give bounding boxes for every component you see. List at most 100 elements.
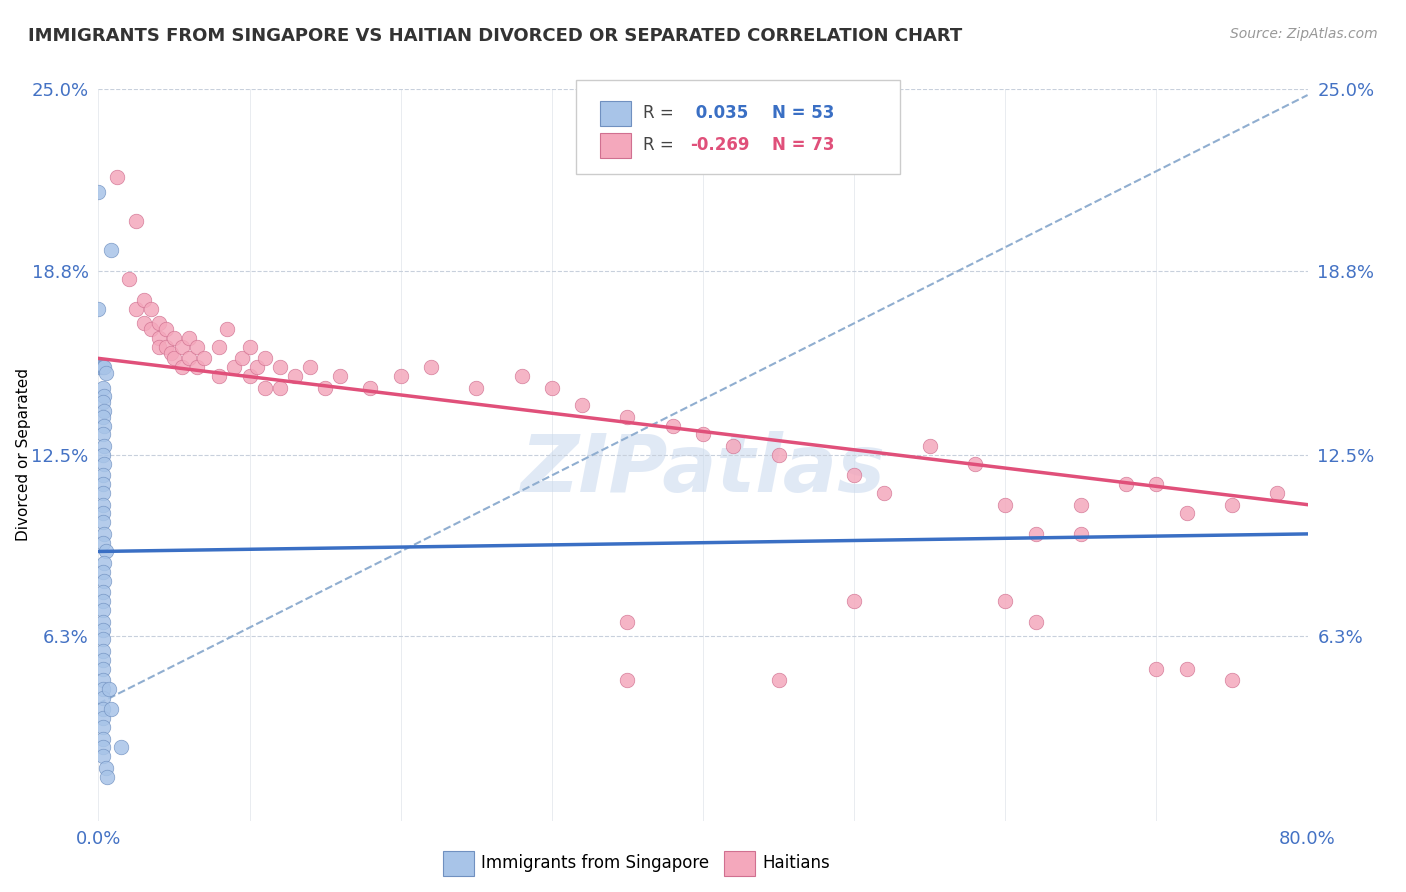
Point xyxy=(91,409,114,424)
Point xyxy=(873,486,896,500)
Y-axis label: Divorced or Separated: Divorced or Separated xyxy=(15,368,31,541)
Text: Source: ZipAtlas.com: Source: ZipAtlas.com xyxy=(1230,27,1378,41)
Point xyxy=(844,594,866,608)
Point xyxy=(91,427,114,442)
Point xyxy=(723,439,745,453)
Point xyxy=(93,418,115,433)
Point xyxy=(768,448,790,462)
Point xyxy=(208,368,231,383)
Point xyxy=(141,301,163,316)
Point xyxy=(91,711,114,725)
Point xyxy=(100,702,122,716)
Text: R =: R = xyxy=(643,136,679,154)
Point xyxy=(1220,673,1243,688)
Point xyxy=(918,439,941,453)
Point xyxy=(91,644,114,658)
Point xyxy=(360,381,382,395)
Point xyxy=(91,615,114,629)
Point xyxy=(389,368,412,383)
Point xyxy=(91,661,114,675)
Point xyxy=(510,368,533,383)
Point xyxy=(91,585,114,599)
Text: N = 53: N = 53 xyxy=(772,104,834,122)
Point xyxy=(91,740,114,755)
Point xyxy=(1144,477,1167,491)
Point xyxy=(93,574,115,588)
Point xyxy=(91,535,114,549)
Point xyxy=(94,366,117,380)
Point xyxy=(148,331,170,345)
Point xyxy=(91,603,114,617)
Point xyxy=(91,594,114,608)
Point xyxy=(231,351,253,366)
Point xyxy=(1024,527,1046,541)
Point xyxy=(93,404,115,418)
Point xyxy=(94,544,117,558)
Point xyxy=(160,345,183,359)
Point xyxy=(299,360,322,375)
Point xyxy=(93,360,115,375)
Point xyxy=(91,360,114,375)
Point xyxy=(314,381,336,395)
Point xyxy=(91,632,114,647)
Point xyxy=(965,457,987,471)
Point xyxy=(91,681,114,696)
Point xyxy=(246,360,269,375)
Point xyxy=(91,498,114,512)
Point xyxy=(90,360,112,375)
Text: 0.035: 0.035 xyxy=(690,104,748,122)
Point xyxy=(91,381,114,395)
Point xyxy=(465,381,488,395)
Point xyxy=(91,702,114,716)
Point xyxy=(132,293,155,307)
Point xyxy=(616,615,638,629)
Text: ZIPatlas: ZIPatlas xyxy=(520,431,886,508)
Point xyxy=(170,340,193,354)
Point xyxy=(93,389,115,403)
Text: IMMIGRANTS FROM SINGAPORE VS HAITIAN DIVORCED OR SEPARATED CORRELATION CHART: IMMIGRANTS FROM SINGAPORE VS HAITIAN DIV… xyxy=(28,27,962,45)
Point xyxy=(1070,527,1092,541)
Point xyxy=(661,418,683,433)
Point xyxy=(571,398,593,412)
Point xyxy=(100,243,122,257)
Point xyxy=(148,316,170,330)
Point xyxy=(87,360,110,375)
Point xyxy=(91,673,114,688)
Point xyxy=(91,653,114,667)
Point xyxy=(844,468,866,483)
Point xyxy=(1070,498,1092,512)
Point xyxy=(93,457,115,471)
Point xyxy=(141,322,163,336)
Point xyxy=(253,351,276,366)
Point xyxy=(94,761,117,775)
Point xyxy=(179,331,201,345)
Point xyxy=(420,360,443,375)
Point xyxy=(186,360,208,375)
Point xyxy=(616,673,638,688)
Point xyxy=(118,272,141,286)
Point xyxy=(1144,661,1167,675)
Text: R =: R = xyxy=(643,104,679,122)
Point xyxy=(91,468,114,483)
Point xyxy=(105,169,128,184)
Point xyxy=(768,673,790,688)
Point xyxy=(110,740,132,755)
Point xyxy=(91,565,114,579)
Text: N = 73: N = 73 xyxy=(772,136,834,154)
Point xyxy=(148,340,170,354)
Point xyxy=(1220,498,1243,512)
Point xyxy=(1267,486,1289,500)
Point xyxy=(125,301,148,316)
Point xyxy=(179,351,201,366)
Point xyxy=(132,316,155,330)
Point xyxy=(170,360,193,375)
Point xyxy=(616,409,638,424)
Point xyxy=(253,381,276,395)
Point xyxy=(91,395,114,409)
Point xyxy=(93,527,115,541)
Point xyxy=(91,448,114,462)
Point xyxy=(1175,661,1198,675)
Point xyxy=(1115,477,1137,491)
Point xyxy=(91,731,114,746)
Point xyxy=(1175,507,1198,521)
